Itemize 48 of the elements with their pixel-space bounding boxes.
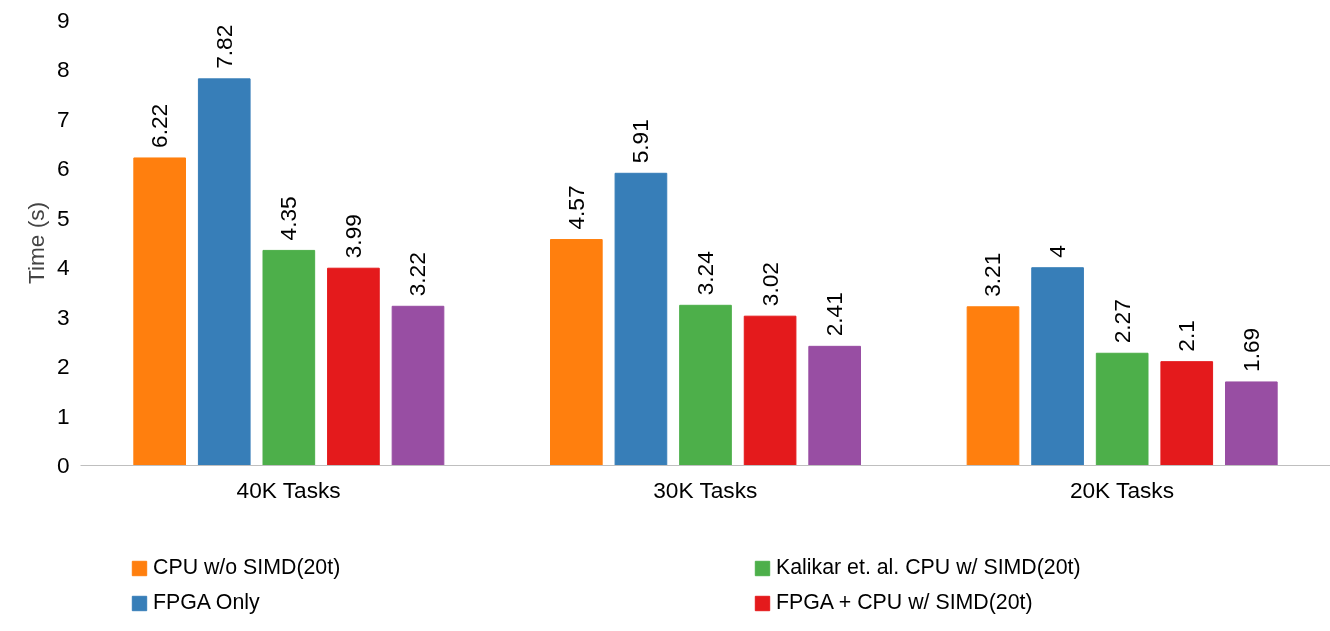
y-tick-label: 1 [56,402,70,429]
data-label: 3.21 [979,252,1006,297]
data-label: 5.91 [627,119,654,164]
y-tick-label: 3 [56,303,70,330]
bar [966,306,1020,466]
legend-label: FPGA + CPU w/ SIMD(20t) [776,590,1034,615]
y-tick-label: 2 [56,353,70,380]
data-label: 3.99 [339,214,366,259]
data-label: 1.69 [1237,327,1264,372]
data-label: 4 [1044,245,1071,258]
bar [808,345,861,466]
bar [133,157,186,466]
data-label: 6.22 [146,103,173,148]
bar [327,267,380,466]
bar [743,315,797,466]
bar [391,305,445,466]
data-label: 2.1 [1173,320,1200,352]
data-label: 3.02 [756,262,783,307]
data-label: 4.57 [562,185,589,230]
bar [1095,352,1149,466]
y-tick-label: 0 [56,452,70,478]
data-label: 2.41 [821,292,848,337]
x-tick-label: 30K Tasks [653,476,758,503]
x-tick-label: 40K Tasks [236,476,341,503]
data-label: 3.22 [404,252,431,297]
y-axis-title: Time (s) [22,201,49,285]
legend-label: CPU w/o SIMD(20t) [153,555,342,580]
bar [1225,381,1278,466]
data-label: 3.24 [692,251,718,296]
y-tick-label: 9 [56,7,70,33]
data-label: 4.35 [275,196,302,241]
bar [197,78,251,466]
data-label: 2.27 [1108,299,1135,344]
legend-label: Kalikar et. al. CPU w/ SIMD(20t) [776,555,1082,580]
y-tick-label: 7 [56,105,70,132]
bar [262,249,316,466]
legend-label: FPGA Only [153,590,261,615]
y-tick-label: 4 [56,254,70,281]
bar [614,172,668,466]
x-tick-label: 20K Tasks [1069,476,1175,503]
y-tick-label: 6 [56,155,70,182]
bar [679,304,732,466]
bar [1031,267,1084,466]
y-tick-label: 5 [56,204,70,231]
bar [550,239,603,466]
y-tick-label: 8 [56,56,70,83]
data-label: 7.82 [210,24,237,69]
bar [1160,361,1214,466]
